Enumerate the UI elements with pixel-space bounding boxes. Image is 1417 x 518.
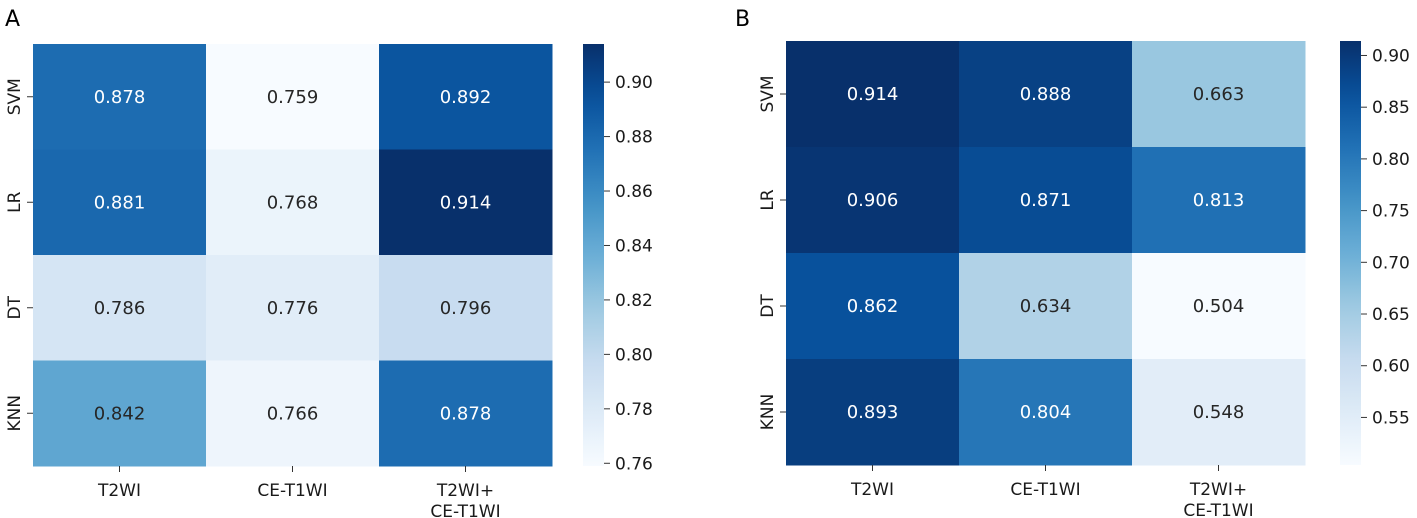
colorbar-tick-label: 0.55 bbox=[1372, 408, 1410, 428]
cell-value-label: 0.914 bbox=[847, 84, 899, 105]
heatmap-panel-a: A 0.878 0.759 0.892 0.881 0.768 0.914 0.786 0.77… bbox=[5, 7, 653, 518]
y-tick-label: LR bbox=[5, 191, 25, 212]
cell-value-label: 0.663 bbox=[1193, 84, 1245, 105]
cell-value-label: 0.759 bbox=[267, 87, 319, 108]
heatmap-cell bbox=[206, 44, 380, 150]
cell-value-label: 0.878 bbox=[94, 87, 146, 108]
x-tick-label: CE-T1WI bbox=[1010, 480, 1080, 500]
colorbar-tick-label: 0.65 bbox=[1372, 305, 1410, 325]
colorbar-tick-label: 0.90 bbox=[615, 73, 653, 93]
heatmap-cell bbox=[206, 149, 380, 256]
cell-value-label: 0.804 bbox=[1020, 402, 1072, 423]
colorbar-tick-label: 0.80 bbox=[1372, 150, 1410, 170]
colorbar-tick-label: 0.60 bbox=[1372, 357, 1410, 377]
x-tick-label: CE-T1WI bbox=[257, 481, 327, 501]
heatmap-cell bbox=[786, 147, 960, 254]
cell-value-label: 0.893 bbox=[847, 402, 899, 423]
heatmap-cell bbox=[379, 360, 553, 467]
heatmap-cell bbox=[379, 149, 553, 256]
heatmap-cell bbox=[206, 255, 380, 361]
cell-value-label: 0.878 bbox=[440, 403, 492, 424]
cell-value-label: 0.504 bbox=[1193, 296, 1245, 317]
x-tick-label: T2WI bbox=[850, 480, 894, 500]
cell-value-label: 0.888 bbox=[1020, 84, 1072, 105]
heatmap-cell bbox=[33, 149, 207, 256]
colorbar-tick-label: 0.80 bbox=[615, 345, 653, 365]
cell-value-label: 0.813 bbox=[1193, 190, 1245, 211]
heatmap-panel-b: B 0.914 0.888 0.663 0.906 0.871 0.813 0.862 0.63… bbox=[735, 7, 1410, 518]
cell-value-label: 0.881 bbox=[94, 192, 146, 213]
heatmap-cell bbox=[33, 44, 207, 150]
cell-value-label: 0.768 bbox=[267, 192, 319, 213]
x-tick-label: CE-T1WI bbox=[1183, 501, 1253, 518]
heatmap-cell bbox=[786, 253, 960, 360]
colorbar-tick-label: 0.90 bbox=[1372, 46, 1410, 66]
heatmap-cell bbox=[959, 359, 1133, 466]
x-tick-label: T2WI+ bbox=[436, 481, 494, 501]
heatmap-cell bbox=[1132, 147, 1306, 254]
heatmap-cell bbox=[379, 255, 553, 361]
heatmap-cell bbox=[1132, 359, 1306, 466]
heatmap-cell bbox=[959, 41, 1133, 148]
cell-value-label: 0.634 bbox=[1020, 296, 1072, 317]
heatmap-cell bbox=[1132, 253, 1306, 360]
cell-value-label: 0.776 bbox=[267, 298, 319, 319]
cell-value-label: 0.786 bbox=[94, 298, 146, 319]
cell-value-label: 0.892 bbox=[440, 87, 492, 108]
colorbar-tick-label: 0.88 bbox=[615, 128, 653, 148]
heatmap-cell bbox=[206, 360, 380, 467]
cell-value-label: 0.548 bbox=[1193, 402, 1245, 423]
colorbar-tick-label: 0.78 bbox=[615, 400, 653, 420]
colorbar-tick-label: 0.70 bbox=[1372, 253, 1410, 273]
y-tick-label: DT bbox=[758, 294, 778, 318]
colorbar-tick-label: 0.82 bbox=[615, 291, 653, 311]
cell-value-label: 0.842 bbox=[94, 403, 146, 424]
heatmap-cell bbox=[1132, 41, 1306, 148]
x-tick-label: T2WI bbox=[97, 481, 141, 501]
colorbar-tick-label: 0.76 bbox=[615, 454, 653, 474]
y-tick-label: DT bbox=[5, 295, 25, 319]
x-tick-label: CE-T1WI bbox=[430, 502, 500, 518]
cell-value-label: 0.766 bbox=[267, 403, 319, 424]
cell-value-label: 0.862 bbox=[847, 296, 899, 317]
colorbar-tick-label: 0.84 bbox=[615, 236, 653, 256]
colorbar-tick-label: 0.75 bbox=[1372, 202, 1410, 222]
y-tick-label: LR bbox=[758, 189, 778, 210]
cell-value-label: 0.796 bbox=[440, 298, 492, 319]
colorbar-tick-label: 0.85 bbox=[1372, 98, 1410, 118]
x-tick-label: T2WI+ bbox=[1189, 480, 1247, 500]
colorbar bbox=[583, 44, 604, 466]
cell-value-label: 0.906 bbox=[847, 190, 899, 211]
heatmap-cell bbox=[33, 255, 207, 361]
y-tick-label: SVM bbox=[5, 78, 25, 115]
colorbar bbox=[1340, 41, 1361, 465]
cell-value-label: 0.914 bbox=[440, 192, 492, 213]
heatmap-cell bbox=[786, 41, 960, 148]
y-tick-label: KNN bbox=[758, 394, 778, 431]
heatmap-cell bbox=[959, 147, 1133, 254]
heatmap-cell bbox=[959, 253, 1133, 360]
heatmap-cell bbox=[379, 44, 553, 150]
panel-label: B bbox=[735, 7, 750, 32]
heatmap-cell bbox=[33, 360, 207, 467]
y-tick-label: SVM bbox=[758, 75, 778, 112]
colorbar-tick-label: 0.86 bbox=[615, 182, 653, 202]
heatmap-cell bbox=[786, 359, 960, 466]
panel-label: A bbox=[5, 7, 20, 32]
y-tick-label: KNN bbox=[5, 395, 25, 432]
cell-value-label: 0.871 bbox=[1020, 190, 1072, 211]
